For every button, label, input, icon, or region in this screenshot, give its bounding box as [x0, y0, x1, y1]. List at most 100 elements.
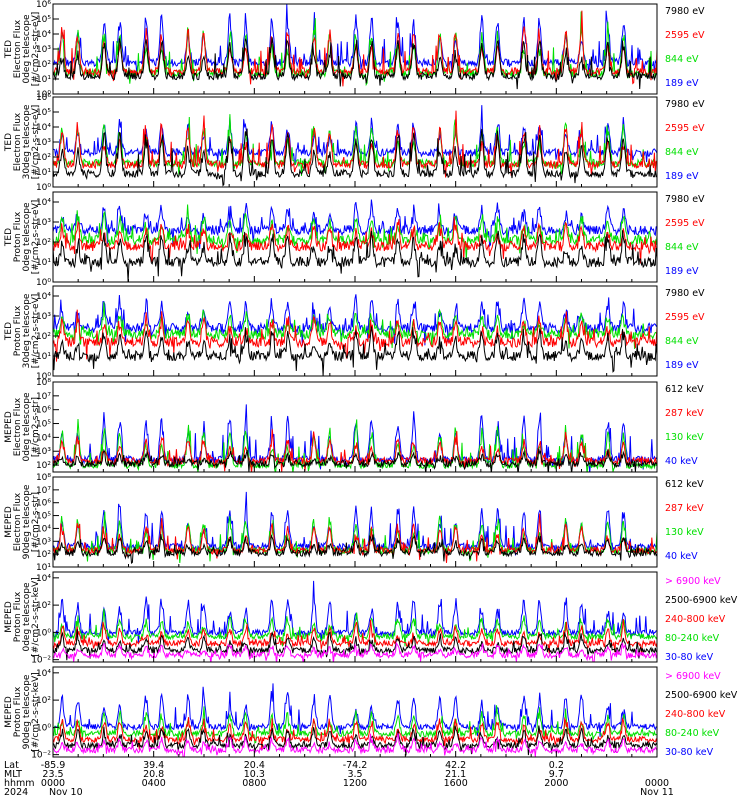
ytick-label: 10⁵ — [36, 420, 51, 430]
ytick-label: 10⁻² — [31, 751, 51, 761]
ytick-label: 10⁴ — [36, 669, 51, 679]
legend-entry: 287 keV — [665, 503, 704, 514]
x-tick-label: 1600 — [444, 778, 468, 789]
ytick-label: 10⁵ — [36, 108, 51, 118]
panel-ylabel: 90deg telescope — [22, 674, 32, 749]
panel-ylabel: MEPED — [4, 601, 14, 633]
ytick-label: 10¹ — [36, 258, 51, 268]
series-287-kev-trace — [53, 513, 657, 563]
ytick-label: 10⁵ — [36, 512, 51, 522]
panel-ylabel: 0deg telescope — [22, 14, 32, 84]
legend-entry: 30-80 keV — [665, 652, 714, 663]
legend-entry: 2595 eV — [665, 218, 705, 229]
series-844-ev-trace — [53, 301, 657, 350]
panel-ylabel: MEPED — [4, 696, 14, 728]
panel-8-traces — [53, 683, 657, 757]
ytick-label: 10⁴ — [36, 524, 51, 534]
legend-entry: 189 eV — [665, 171, 699, 182]
x-tick-label: 20.8 — [143, 769, 164, 780]
panel-ylabel: TED — [4, 40, 14, 59]
ytick-label: 10⁴ — [36, 292, 51, 302]
panel-ylabel: [#/cm2-s-str] — [31, 397, 41, 457]
ytick-label: 10¹ — [36, 352, 51, 362]
x-tick-label: 0000 — [41, 778, 65, 789]
ytick-label: 10⁸ — [36, 378, 51, 388]
ytick-label: 10⁰ — [36, 723, 51, 733]
legend-entry: > 6900 keV — [665, 576, 721, 587]
panel-ylabel: [#/cm2-s-str-eV] — [31, 200, 41, 275]
legend-entry: 2500-6900 keV — [665, 595, 738, 606]
panel-ylabel: Electron Flux — [13, 492, 23, 551]
x-row-label: 2024 — [4, 787, 28, 798]
panel-ylabel: MEPED — [4, 411, 14, 443]
series-40-kev-trace — [53, 491, 657, 556]
ytick-label: 10¹ — [36, 75, 51, 85]
ytick-label: 10⁸ — [36, 473, 51, 483]
x-tick-label: 0400 — [142, 778, 166, 789]
panel-ylabel: TED — [4, 133, 14, 152]
ytick-label: 10³ — [36, 447, 51, 457]
legend-entry: 844 eV — [665, 147, 699, 158]
legend-entry: 189 eV — [665, 360, 699, 371]
panel-ylabel: TED — [4, 322, 14, 341]
ytick-label: 10⁶ — [36, 499, 51, 509]
ytick-label: 10⁵ — [36, 15, 51, 25]
ytick-label: 10³ — [36, 138, 51, 148]
legend-entry: 7980 eV — [665, 288, 705, 299]
ytick-label: 10⁰ — [36, 372, 51, 382]
x-tick-label: 9.7 — [549, 769, 564, 780]
x-tick-label: -74.2 — [343, 760, 368, 771]
panel-3-traces — [53, 199, 657, 282]
panel-ylabel: Proton Flux — [13, 305, 23, 356]
x-tick-label: 2000 — [544, 778, 568, 789]
x-row-label: hhmm — [4, 778, 35, 789]
panel-5-traces — [53, 404, 657, 472]
legend-entry: 40 keV — [665, 551, 698, 562]
legend-entry: 7980 eV — [665, 99, 705, 110]
panel-ylabel: Electron Flux — [13, 112, 23, 171]
series-40-kev-trace — [53, 404, 657, 472]
series-7980-ev-trace — [53, 37, 657, 90]
legend-entry: 612 keV — [665, 384, 704, 395]
ytick-label: 10² — [36, 461, 51, 471]
ytick-label: 10¹ — [36, 168, 51, 178]
ytick-label: 10⁰ — [36, 278, 51, 288]
legend-entry: 240-800 keV — [665, 614, 726, 625]
panel-7-traces — [53, 580, 657, 662]
panel-6: 10¹ 10² 10³ 10⁴ 10⁵ 10⁶ 10⁷ 10⁸ MEPED Electron Fl… — [4, 473, 704, 573]
legend-entry: 2595 eV — [665, 123, 705, 134]
series-612-kev-trace — [53, 448, 657, 472]
x-tick-label: 20.4 — [244, 760, 265, 771]
ytick-label: 10⁰ — [36, 183, 51, 193]
legend-entry: 844 eV — [665, 54, 699, 65]
panel-ylabel: Electron Flux — [13, 397, 23, 456]
panel-ylabel: MEPED — [4, 506, 14, 538]
series-189-ev-trace — [53, 4, 657, 76]
legend-entry: 189 eV — [665, 78, 699, 89]
ytick-label: 10⁶ — [36, 93, 51, 103]
legend-entry: 2500-6900 keV — [665, 690, 738, 701]
series-7980-ev-trace — [53, 128, 657, 187]
x-tick-label: 42.2 — [445, 760, 466, 771]
legend-entry: 30-80 keV — [665, 747, 714, 758]
ytick-label: 10² — [36, 153, 51, 163]
legend-entry: 612 keV — [665, 479, 704, 490]
legend-entry: 287 keV — [665, 408, 704, 419]
x-tick-label: 21.1 — [445, 769, 466, 780]
legend-entry: 240-800 keV — [665, 709, 726, 720]
series-2595-ev-trace — [53, 216, 657, 264]
series-612-kev-trace — [53, 534, 657, 565]
series-30-80-kev-trace — [53, 580, 657, 644]
ytick-label: 10³ — [36, 218, 51, 228]
panel-2-traces — [53, 105, 657, 187]
ytick-label: 10⁴ — [36, 198, 51, 208]
series--6900-kev-trace — [53, 641, 657, 662]
ytick-label: 10⁻² — [31, 656, 51, 666]
x-tick-label: 39.4 — [143, 760, 164, 771]
legend-entry: 2595 eV — [665, 30, 705, 41]
ytick-label: 10² — [36, 238, 51, 248]
ytick-label: 10² — [36, 332, 51, 342]
panel-ylabel: 30deg telescope — [22, 104, 32, 179]
panel-ylabel: [#/cm2-s-str-keV] — [31, 577, 41, 656]
